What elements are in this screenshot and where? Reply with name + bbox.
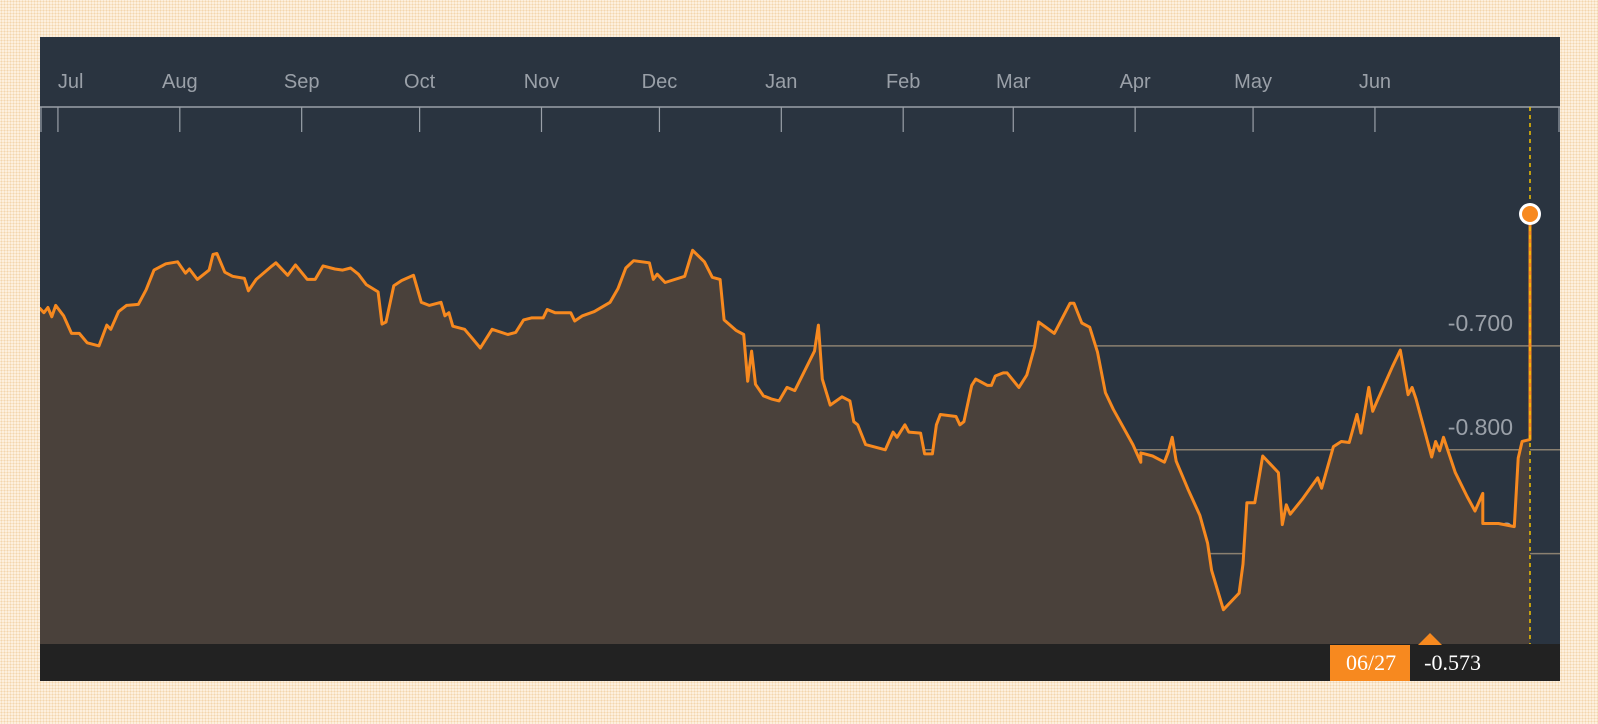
readout-value: -0.573 [1410, 645, 1497, 681]
x-tick-label: Mar [996, 71, 1031, 93]
series-area [40, 214, 1530, 644]
x-tick-label: Jan [765, 71, 797, 93]
series-line [40, 212, 1532, 612]
x-tick-label: May [1234, 71, 1272, 93]
x-tick-label: Feb [886, 71, 920, 93]
x-tick-label: Dec [642, 71, 678, 93]
crosshair[interactable] [1519, 107, 1541, 644]
x-tick-label: Jul [58, 71, 84, 93]
series-layer [40, 212, 1532, 644]
y-tick-label: -0.700 [1448, 310, 1513, 336]
x-tick-label: Jun [1359, 71, 1391, 93]
readout-pointer [1418, 633, 1442, 645]
x-tick-label: Oct [404, 71, 436, 93]
navigator-bar[interactable] [40, 644, 1560, 681]
x-tick-label: Apr [1120, 71, 1151, 93]
y-tick-label: -0.800 [1448, 414, 1513, 440]
readout-date: 06/27 [1346, 650, 1397, 675]
chart-panel: Jul Aug Sep Oct Nov Dec Jan Feb Mar Apr May Jun -0.… [40, 37, 1560, 681]
x-tick-label: Sep [284, 71, 320, 93]
cursor-readout: 06/27 -0.573 [1330, 645, 1497, 681]
x-axis: Jul Aug Sep Oct Nov Dec Jan Feb Mar Apr May Jun [40, 71, 1560, 132]
x-tick-label: Nov [524, 71, 560, 93]
last-point-marker [1522, 205, 1538, 222]
area-chart: Jul Aug Sep Oct Nov Dec Jan Feb Mar Apr May Jun -0.… [40, 71, 1560, 644]
x-tick-label: Aug [162, 71, 198, 93]
